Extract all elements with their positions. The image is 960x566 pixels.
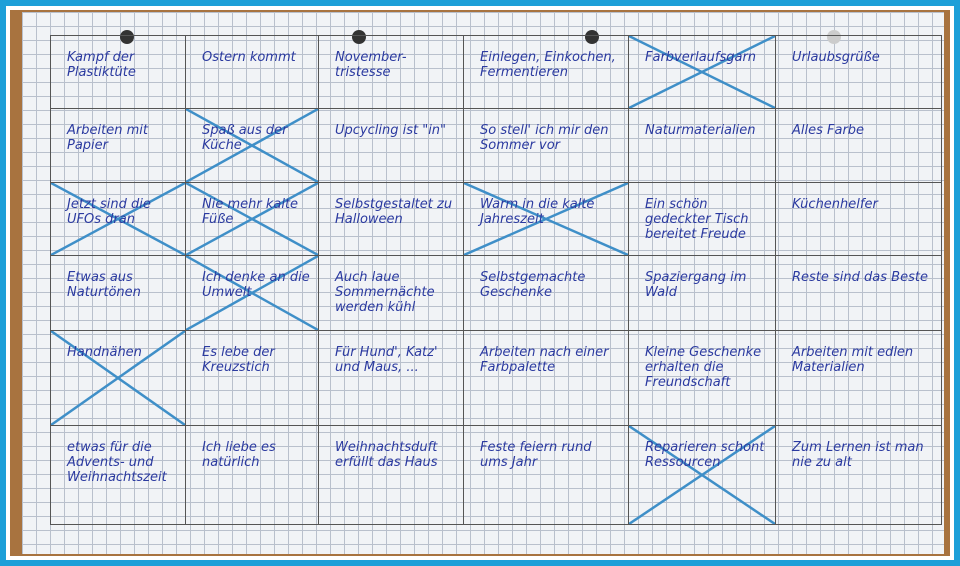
topic-cell-crossed: Jetzt sind die UFOs dran: [51, 183, 186, 256]
topic-cell: Selbstgestaltet zu Halloween: [319, 183, 464, 256]
topic-cell: Ostern kommt: [186, 36, 319, 109]
topic-grid-table: Kampf der Plastiktüte Ostern kommt Novembe…: [50, 35, 942, 525]
topic-text: Zum Lernen ist man nie zu alt: [792, 440, 924, 470]
topic-cell: November-tristesse: [319, 36, 464, 109]
topic-text: So stell' ich mir den Sommer vor: [480, 123, 609, 153]
topic-text: Ein schön gedeckter Tisch bereitet Freud…: [645, 197, 749, 242]
topic-cell: Küchenhelfer: [776, 183, 941, 256]
topic-cell: Ein schön gedeckter Tisch bereitet Freud…: [629, 183, 776, 256]
topic-text: Reste sind das Beste: [792, 270, 928, 285]
topic-cell-crossed: Handnähen: [51, 331, 186, 426]
topic-text: Spaß aus der Küche: [202, 123, 288, 153]
topic-cell: Einlegen, Einkochen, Fermentieren: [464, 36, 629, 109]
topic-text: November-tristesse: [335, 50, 407, 80]
topic-text: Es lebe der Kreuzstich: [202, 345, 275, 375]
topic-text: Reparieren schont Ressourcen: [645, 440, 765, 470]
topic-text: Etwas aus Naturtönen: [67, 270, 141, 300]
topic-cell: Auch laue Sommernächte werden kühl: [319, 256, 464, 331]
cross-out-mark: [186, 109, 318, 182]
punch-hole: [352, 30, 366, 44]
topic-cell: Arbeiten mit edlen Materialien: [776, 331, 941, 426]
topic-text: Ich denke an die Umwelt: [202, 270, 310, 300]
topic-text: Kampf der Plastiktüte: [67, 50, 136, 80]
punch-hole: [120, 30, 134, 44]
topic-cell: Feste feiern rund ums Jahr: [464, 426, 629, 524]
topic-cell: Urlaubsgrüße: [776, 36, 941, 109]
topic-text: Alles Farbe: [792, 123, 865, 138]
topic-text: Arbeiten mit Papier: [67, 123, 148, 153]
topic-cell: Für Hund', Katz' und Maus, ...: [319, 331, 464, 426]
cross-out-mark: [186, 183, 318, 255]
topic-text: Einlegen, Einkochen, Fermentieren: [480, 50, 616, 80]
grid-paper-sheet: [22, 12, 944, 554]
topic-cell: Weihnachtsduft erfüllt das Haus: [319, 426, 464, 524]
topic-cell: Reste sind das Beste: [776, 256, 941, 331]
topic-text: Nie mehr kalte Füße: [202, 197, 299, 227]
topic-cell-crossed: Nie mehr kalte Füße: [186, 183, 319, 256]
punch-hole: [827, 30, 841, 44]
topic-text: Arbeiten nach einer Farbpalette: [480, 345, 609, 375]
topic-cell: Spaziergang im Wald: [629, 256, 776, 331]
cross-out-mark: [629, 36, 775, 108]
topic-text: Auch laue Sommernächte werden kühl: [335, 270, 435, 315]
topic-text: Warm in die kalte Jahreszeit: [480, 197, 595, 227]
topic-text: Ostern kommt: [202, 50, 296, 65]
topic-cell: Kampf der Plastiktüte: [51, 36, 186, 109]
cross-out-mark: [629, 426, 775, 524]
topic-cell-crossed: Spaß aus der Küche: [186, 109, 319, 183]
cross-out-mark: [464, 183, 628, 255]
topic-cell: Selbstgemachte Geschenke: [464, 256, 629, 331]
cross-out-mark: [186, 256, 318, 330]
topic-cell-crossed: Ich denke an die Umwelt: [186, 256, 319, 331]
topic-cell: Zum Lernen ist man nie zu alt: [776, 426, 941, 524]
topic-cell: Ich liebe es natürlich: [186, 426, 319, 524]
topic-text: Farbverlaufsgarn: [645, 50, 757, 65]
topic-text: Naturmaterialien: [645, 123, 756, 138]
topic-cell: Upcycling ist "in": [319, 109, 464, 183]
topic-text: Urlaubsgrüße: [792, 50, 880, 65]
topic-cell-crossed: Warm in die kalte Jahreszeit: [464, 183, 629, 256]
topic-cell: Arbeiten nach einer Farbpalette: [464, 331, 629, 426]
topic-cell: Es lebe der Kreuzstich: [186, 331, 319, 426]
topic-text: Selbstgestaltet zu Halloween: [335, 197, 453, 227]
topic-text: Küchenhelfer: [792, 197, 878, 212]
topic-cell: etwas für die Advents- und Weihnachtszei…: [51, 426, 186, 524]
topic-cell-crossed: Reparieren schont Ressourcen: [629, 426, 776, 524]
topic-cell: Arbeiten mit Papier: [51, 109, 186, 183]
topic-text: Ich liebe es natürlich: [202, 440, 276, 470]
topic-text: etwas für die Advents- und Weihnachtszei…: [67, 440, 167, 485]
punch-hole: [585, 30, 599, 44]
topic-cell: Etwas aus Naturtönen: [51, 256, 186, 331]
topic-text: Jetzt sind die UFOs dran: [67, 197, 151, 227]
topic-text: Spaziergang im Wald: [645, 270, 747, 300]
topic-text: Weihnachtsduft erfüllt das Haus: [335, 440, 438, 470]
cross-out-mark: [51, 331, 185, 425]
topic-text: Arbeiten mit edlen Materialien: [792, 345, 914, 375]
topic-text: Handnähen: [67, 345, 142, 360]
topic-cell: Kleine Geschenke erhalten die Freundscha…: [629, 331, 776, 426]
topic-text: Upcycling ist "in": [335, 123, 447, 138]
topic-cell: Alles Farbe: [776, 109, 941, 183]
topic-text: Kleine Geschenke erhalten die Freundscha…: [645, 345, 762, 390]
topic-cell: Naturmaterialien: [629, 109, 776, 183]
topic-text: Selbstgemachte Geschenke: [480, 270, 586, 300]
topic-cell: So stell' ich mir den Sommer vor: [464, 109, 629, 183]
topic-cell-crossed: Farbverlaufsgarn: [629, 36, 776, 109]
topic-text: Für Hund', Katz' und Maus, ...: [335, 345, 438, 375]
topic-text: Feste feiern rund ums Jahr: [480, 440, 592, 470]
cross-out-mark: [51, 183, 185, 255]
